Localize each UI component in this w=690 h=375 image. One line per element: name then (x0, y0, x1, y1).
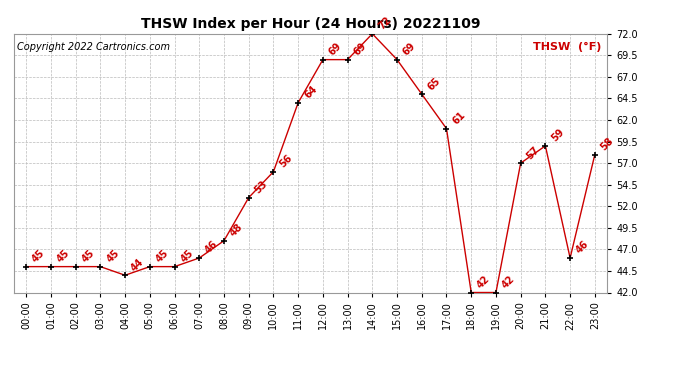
Text: 72: 72 (377, 15, 393, 32)
Text: 61: 61 (451, 110, 467, 126)
Text: 45: 45 (30, 248, 47, 264)
Text: THSW  (°F): THSW (°F) (533, 42, 601, 52)
Text: 45: 45 (179, 248, 195, 264)
Text: 48: 48 (228, 222, 245, 238)
Text: 45: 45 (104, 248, 121, 264)
Text: 69: 69 (352, 41, 368, 57)
Text: 65: 65 (426, 75, 442, 92)
Text: 44: 44 (129, 256, 146, 273)
Text: 64: 64 (302, 84, 319, 100)
Text: 42: 42 (500, 274, 517, 290)
Text: 45: 45 (80, 248, 97, 264)
Text: Copyright 2022 Cartronics.com: Copyright 2022 Cartronics.com (17, 42, 170, 51)
Text: 58: 58 (599, 136, 615, 152)
Text: 69: 69 (401, 41, 418, 57)
Text: 46: 46 (574, 239, 591, 256)
Text: 45: 45 (55, 248, 72, 264)
Text: 59: 59 (549, 127, 566, 144)
Text: 46: 46 (204, 239, 220, 256)
Text: 42: 42 (475, 274, 492, 290)
Text: 45: 45 (154, 248, 170, 264)
Text: 57: 57 (525, 144, 542, 161)
Text: 69: 69 (327, 41, 344, 57)
Text: 56: 56 (277, 153, 294, 170)
Text: 53: 53 (253, 179, 270, 195)
Title: THSW Index per Hour (24 Hours) 20221109: THSW Index per Hour (24 Hours) 20221109 (141, 17, 480, 31)
